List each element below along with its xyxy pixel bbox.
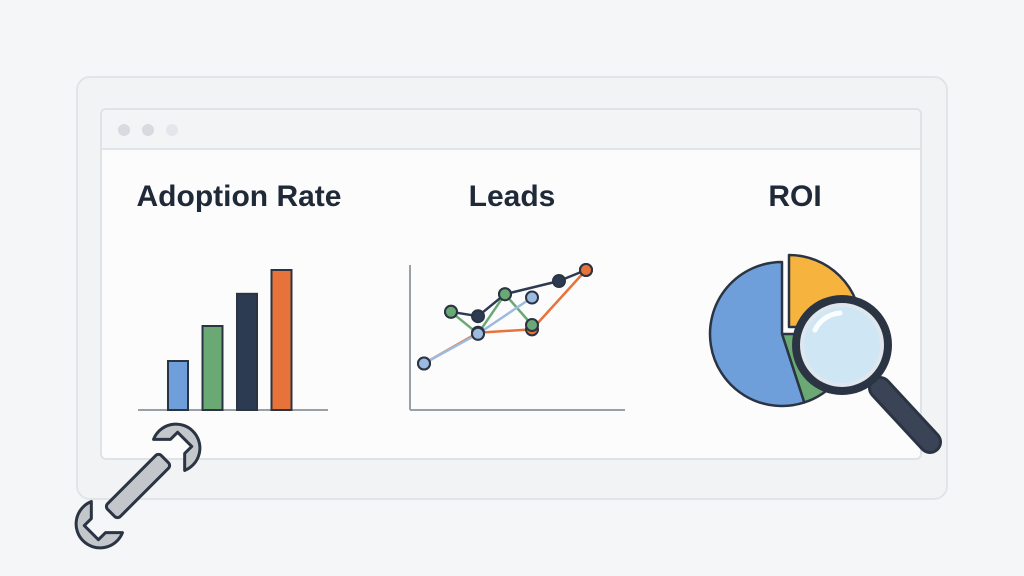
leads-point-3-2 bbox=[525, 290, 539, 305]
wrench-icon bbox=[74, 422, 202, 550]
roi-title: ROI bbox=[768, 180, 822, 213]
leads-point-2-0 bbox=[444, 304, 458, 319]
leads-line-chart bbox=[409, 263, 625, 411]
magnifier-icon bbox=[792, 295, 942, 454]
title-bar bbox=[102, 110, 920, 150]
leads-title: Leads bbox=[468, 180, 556, 213]
window-maximize-dot[interactable] bbox=[166, 124, 178, 136]
bar-3 bbox=[236, 292, 258, 411]
adoption-rate-title: Adoption Rate bbox=[136, 180, 342, 213]
leads-point-1-3 bbox=[579, 263, 593, 277]
leads-point-2-3 bbox=[525, 318, 539, 332]
leads-point-3-1 bbox=[471, 326, 485, 341]
bar-4 bbox=[270, 269, 293, 411]
window-minimize-dot[interactable] bbox=[142, 124, 154, 136]
window-close-dot[interactable] bbox=[118, 124, 130, 136]
bar-2 bbox=[201, 325, 224, 411]
leads-point-2-2 bbox=[498, 287, 512, 302]
bar-1 bbox=[167, 360, 189, 411]
leads-point-3-0 bbox=[417, 356, 431, 371]
pie-slice-blue bbox=[708, 260, 806, 408]
leads-point-0-3 bbox=[552, 274, 566, 288]
adoption-bar-chart bbox=[138, 269, 328, 411]
leads-series-line-2 bbox=[450, 292, 533, 336]
leads-point-0-1 bbox=[471, 309, 485, 324]
